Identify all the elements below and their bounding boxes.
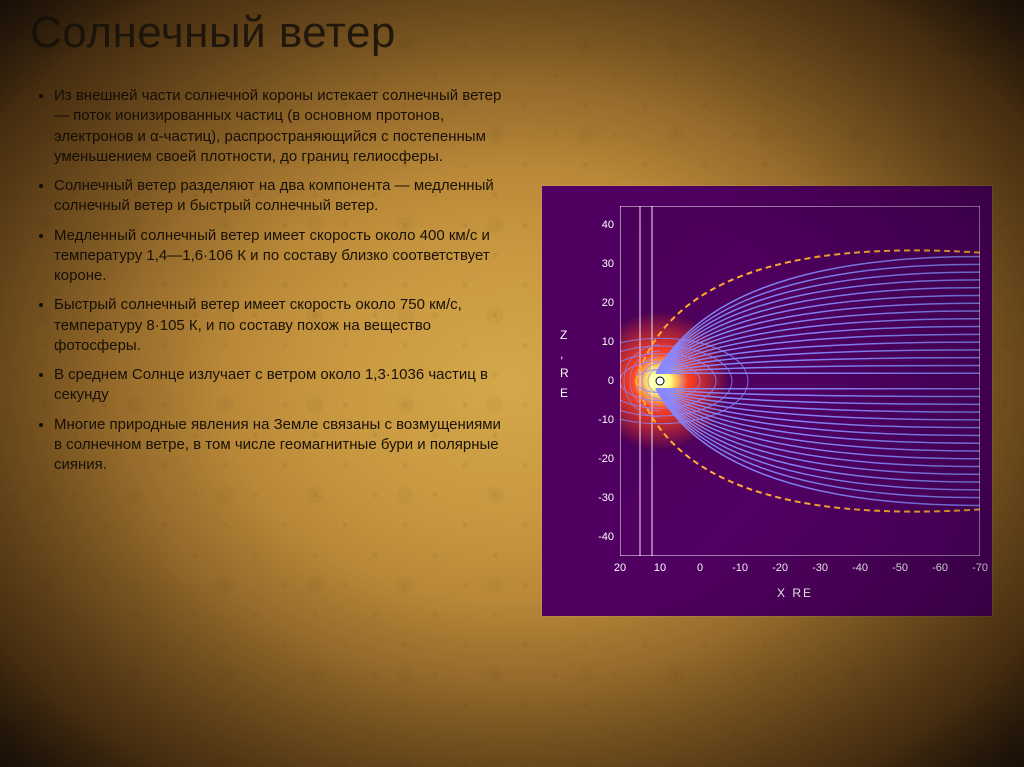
y-tick: 10	[584, 336, 614, 348]
bullet-item: В среднем Солнце излучает с ветром около…	[54, 365, 506, 406]
bullet-item: Солнечный ветер разделяют на два компоне…	[54, 176, 506, 217]
bullet-item: Быстрый солнечный ветер имеет скорость о…	[54, 295, 506, 356]
x-tick: -70	[965, 562, 995, 574]
x-tick: -10	[725, 562, 755, 574]
x-tick: 10	[645, 562, 675, 574]
x-tick: 0	[685, 562, 715, 574]
x-tick: -40	[845, 562, 875, 574]
page-title: Солнечный ветер	[30, 8, 396, 58]
bullet-item: Многие природные явления на Земле связан…	[54, 415, 506, 476]
x-axis-label: X RE	[777, 586, 813, 600]
y-tick: -20	[584, 453, 614, 465]
x-tick: -60	[925, 562, 955, 574]
x-tick: -30	[805, 562, 835, 574]
bullet-list: Из внешней части солнечной короны истека…	[36, 86, 506, 484]
y-tick: 20	[584, 297, 614, 309]
bullet-item: Медленный солнечный ветер имеет скорость…	[54, 226, 506, 287]
plot-area	[620, 206, 980, 556]
y-axis-label: Z,RE	[560, 326, 571, 403]
y-tick: 0	[584, 375, 614, 387]
magnetosphere-chart: 403020100-10-20-30-40 20100-10-20-30-40-…	[542, 186, 992, 616]
x-tick: -20	[765, 562, 795, 574]
x-tick: 20	[605, 562, 635, 574]
y-tick: 40	[584, 219, 614, 231]
y-tick: -40	[584, 531, 614, 543]
bullet-item: Из внешней части солнечной короны истека…	[54, 86, 506, 167]
y-tick: -10	[584, 414, 614, 426]
y-tick: -30	[584, 492, 614, 504]
y-tick: 30	[584, 258, 614, 270]
x-tick: -50	[885, 562, 915, 574]
field-lines-svg	[620, 206, 980, 556]
